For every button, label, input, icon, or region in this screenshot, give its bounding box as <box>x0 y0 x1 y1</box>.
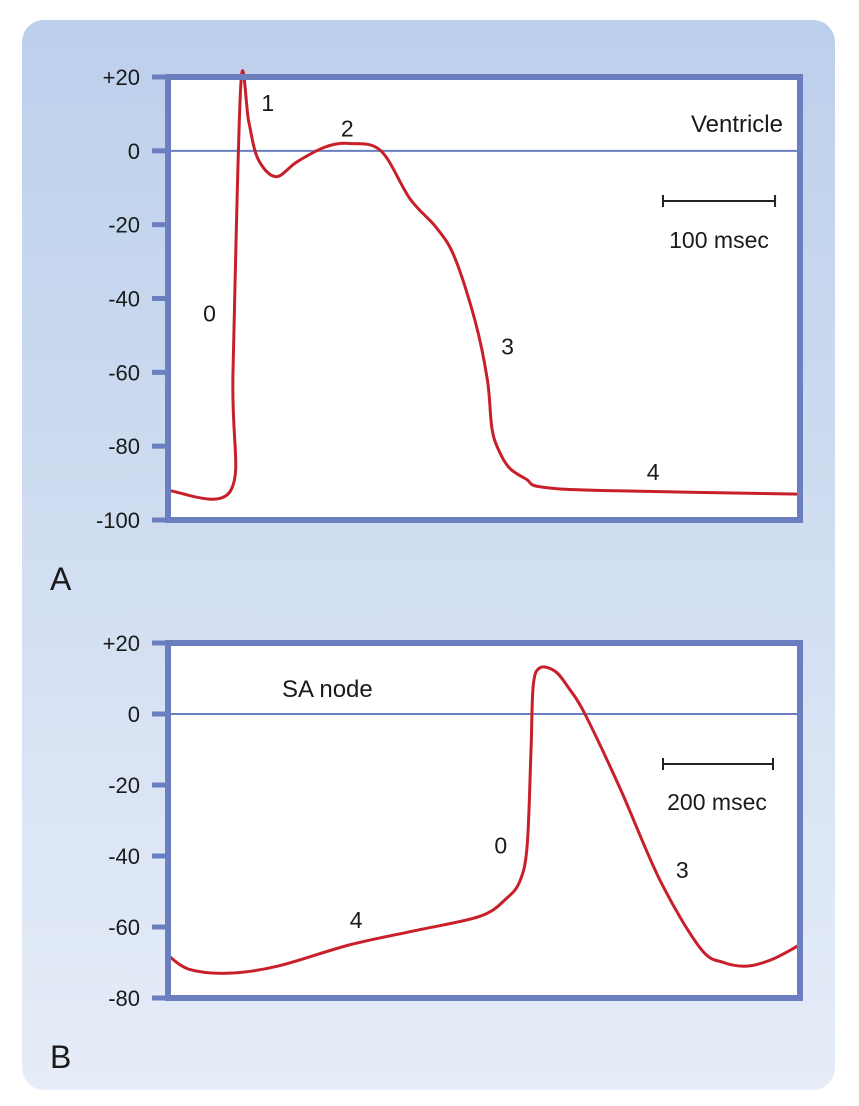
scale-bar: 200 msec <box>662 758 775 815</box>
y-tick-label: -80 <box>108 986 140 1011</box>
plot-frame <box>165 74 803 523</box>
y-tick-label: -40 <box>108 287 140 312</box>
chart-title: Ventricle <box>691 111 783 138</box>
y-tick-label: 0 <box>128 702 140 727</box>
y-tick-label: +20 <box>103 65 140 90</box>
phase-label: 0 <box>494 832 507 858</box>
panel-label: B <box>50 1039 71 1075</box>
y-tick-label: 0 <box>128 139 140 164</box>
phase-label: 0 <box>203 300 216 326</box>
scale-bar-label: 100 msec <box>669 227 769 253</box>
phase-label: 4 <box>350 907 363 933</box>
y-tick-label: -40 <box>108 844 140 869</box>
y-tick-label: +20 <box>103 631 140 656</box>
chart-title: SA node <box>282 676 373 703</box>
phase-label: 3 <box>676 857 689 883</box>
y-tick-label: -20 <box>108 773 140 798</box>
action-potential-trace <box>167 665 801 975</box>
chart-ventricle: +20 0 -20 -40 -60 -80 -100 Ventricle 100 msec 0 1 2… <box>50 65 803 597</box>
phase-label: 2 <box>341 116 354 142</box>
panel-label: A <box>50 561 72 597</box>
y-tick-label: -80 <box>108 434 140 459</box>
y-tick-label: -100 <box>96 508 140 533</box>
y-tick-label: -60 <box>108 360 140 385</box>
y-tick-label: -60 <box>108 915 140 940</box>
phase-label: 1 <box>261 90 274 116</box>
scale-bar: 100 msec <box>662 195 777 253</box>
chart-sa-node: +20 0 -20 -40 -60 -80 SA node 200 msec 0 4 3 B <box>50 631 803 1075</box>
action-potential-trace <box>167 69 801 501</box>
phase-label: 3 <box>501 333 514 359</box>
phase-label: 4 <box>647 459 660 485</box>
plot-area <box>168 643 800 998</box>
plot-frame <box>165 640 803 1001</box>
y-tick-label: -20 <box>108 213 140 238</box>
scale-bar-label: 200 msec <box>667 789 767 815</box>
plot-area <box>168 77 800 520</box>
